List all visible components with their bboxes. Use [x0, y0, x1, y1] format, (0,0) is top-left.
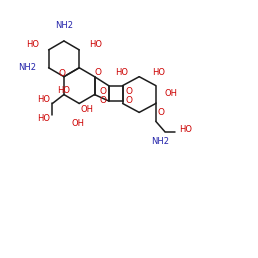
Text: OH: OH	[80, 105, 93, 114]
Text: HO: HO	[26, 40, 39, 49]
Text: O: O	[158, 108, 165, 117]
Text: HO: HO	[152, 68, 165, 77]
Text: HO: HO	[37, 95, 50, 104]
Text: O: O	[99, 96, 106, 105]
Text: HO: HO	[58, 86, 70, 95]
Text: HO: HO	[89, 40, 102, 49]
Text: OH: OH	[71, 119, 84, 128]
Text: HO: HO	[115, 68, 128, 77]
Text: HO: HO	[37, 114, 50, 123]
Text: NH2: NH2	[151, 137, 169, 146]
Text: HO: HO	[179, 125, 192, 133]
Text: OH: OH	[165, 89, 178, 98]
Text: O: O	[125, 96, 132, 105]
Text: NH2: NH2	[18, 63, 36, 72]
Text: O: O	[58, 69, 65, 78]
Text: O: O	[94, 68, 102, 77]
Text: O: O	[125, 87, 132, 96]
Text: O: O	[99, 87, 106, 96]
Text: NH2: NH2	[55, 21, 73, 30]
